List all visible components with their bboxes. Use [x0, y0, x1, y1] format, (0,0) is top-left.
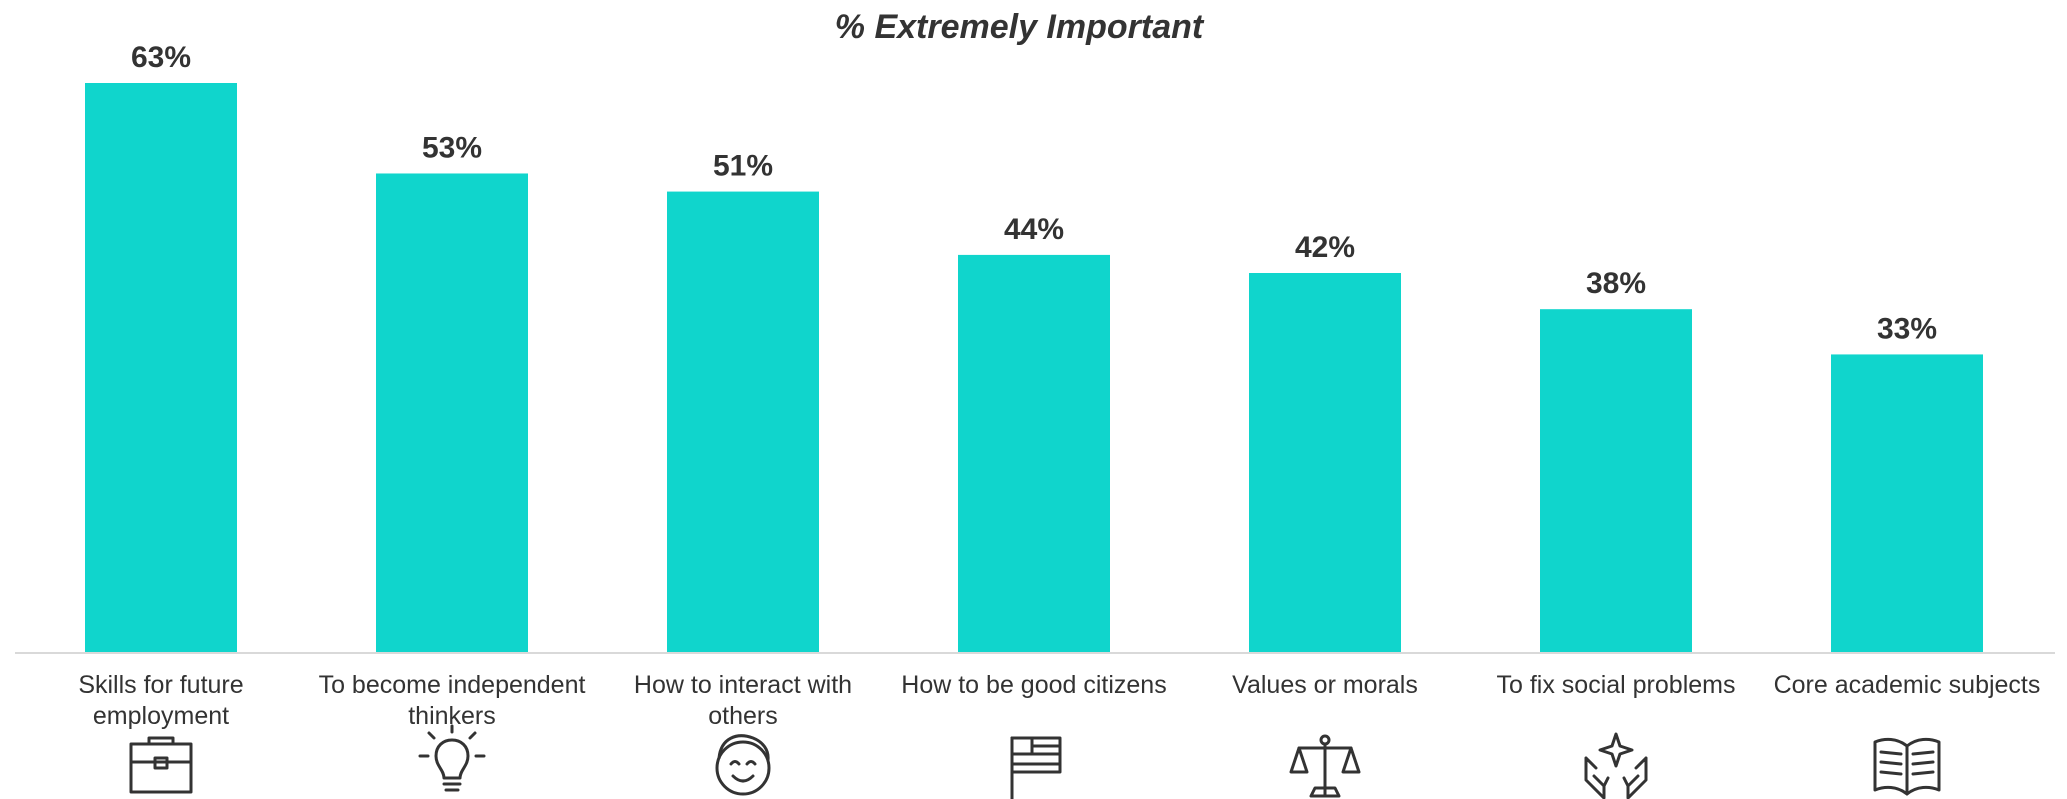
bars-group	[85, 83, 1983, 654]
bar-value-label: 53%	[422, 131, 482, 164]
bar	[1249, 273, 1401, 653]
category-label: Core academic subjects	[1774, 671, 2041, 699]
bar	[1831, 354, 1983, 653]
bar-value-label: 42%	[1295, 231, 1355, 264]
category-label: Values or morals	[1232, 671, 1418, 699]
category-label: others	[708, 702, 777, 730]
open-book-icon	[1873, 737, 1941, 796]
bar-value-label: 44%	[1004, 213, 1064, 246]
hands-star-icon	[1584, 732, 1648, 799]
bar-value-label: 38%	[1586, 267, 1646, 300]
briefcase-icon	[129, 736, 193, 794]
bar-value-label: 51%	[713, 150, 773, 183]
chart-title: % Extremely Important	[835, 8, 1205, 46]
bar	[958, 254, 1110, 653]
lightbulb-icon	[418, 724, 486, 792]
value-labels-group: 63% 53% 51% 44% 42% 38% 33%	[131, 41, 1937, 345]
category-label: To become independent	[319, 671, 586, 699]
bar	[85, 83, 237, 653]
category-label: How to be good citizens	[901, 671, 1166, 699]
smiling-face-icon	[715, 734, 771, 796]
category-label: employment	[93, 702, 229, 730]
bar	[667, 191, 819, 654]
bar	[376, 173, 528, 653]
category-label: To fix social problems	[1497, 671, 1736, 699]
icons-group	[129, 724, 1941, 799]
category-label: How to interact with	[634, 671, 852, 699]
flag-icon	[1010, 736, 1062, 799]
bar-value-label: 33%	[1877, 312, 1937, 345]
scales-icon	[1289, 734, 1361, 798]
category-labels-group: Skills for future employment To become ind…	[78, 671, 2040, 730]
bar-value-label: 63%	[131, 41, 191, 74]
bar	[1540, 309, 1692, 653]
category-label: Skills for future	[78, 671, 243, 699]
